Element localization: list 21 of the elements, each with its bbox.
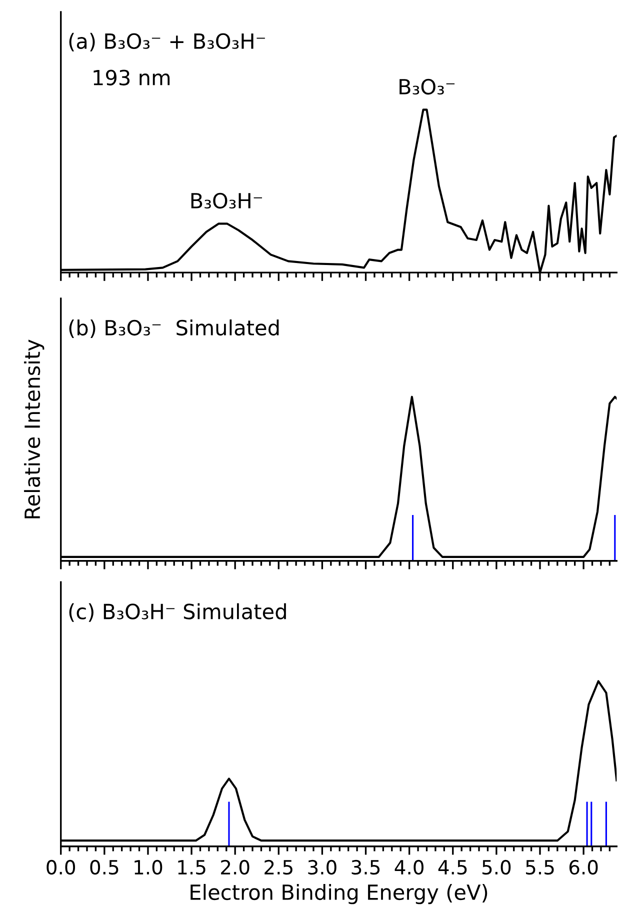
x-tick-label: 1.5 <box>178 860 206 875</box>
x-tick-label: 6.0 <box>569 860 598 875</box>
x-tick-label: 1.0 <box>134 860 162 875</box>
x-tick-label: 2.0 <box>221 860 250 875</box>
x-tick-label: 4.0 <box>394 860 424 875</box>
x-tick-label: 0.0 <box>46 860 76 875</box>
chart-subtitle: 193 nm <box>94 70 170 86</box>
chart-title: (b) B₃O₃⁻ Simulated <box>69 319 279 338</box>
x-tick-label: 3.5 <box>352 860 380 875</box>
x-tick-label: 5.5 <box>526 860 554 875</box>
x-tick-label: 5.0 <box>482 860 511 875</box>
x-tick-label: 4.5 <box>438 860 467 875</box>
chart-title: (a) B₃O₃⁻ + B₃O₃H⁻ <box>69 32 265 52</box>
chart-title: (c) B₃O₃H⁻ Simulated <box>69 603 286 622</box>
annotation: B₃O₃⁻ <box>400 78 455 95</box>
y-axis-title: Relative Intensity <box>24 340 44 518</box>
x-axis-title: Electron Binding Energy (eV) <box>190 884 488 904</box>
x-tick-label: 0.5 <box>90 860 118 875</box>
x-tick-label: 2.5 <box>264 860 292 875</box>
annotation: B₃O₃H⁻ <box>191 192 262 209</box>
x-tick-label: 3.0 <box>308 860 336 875</box>
